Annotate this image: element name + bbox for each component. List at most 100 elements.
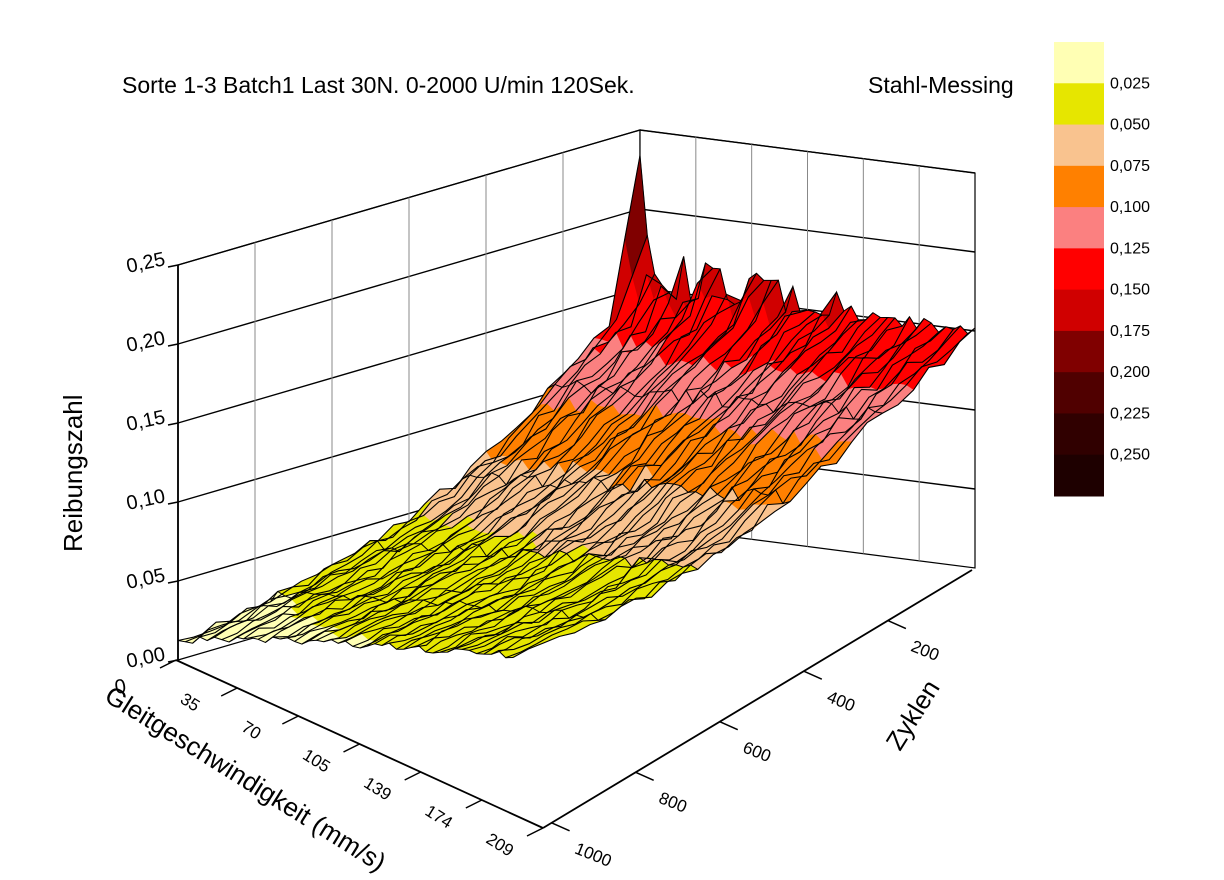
surface-mesh-line: [214, 285, 677, 638]
z-tick-label: 0,10: [124, 485, 167, 515]
surface-mesh-line: [512, 327, 976, 658]
colorbar-label: 0,225: [1110, 405, 1150, 422]
surface-mesh-line: [639, 155, 976, 335]
colorbar-band: [1054, 454, 1104, 497]
z-axis-label: Reibungszahl: [58, 394, 88, 552]
x-tick-label: 0: [113, 675, 128, 699]
surface-mesh-line: [323, 311, 787, 643]
surface-mesh-line: [345, 309, 808, 642]
colorbar-label: 0,125: [1110, 240, 1150, 257]
surface-mesh-line: [362, 540, 699, 570]
colorbar-label: 0,175: [1110, 323, 1150, 340]
colorbar-band: [1054, 289, 1104, 332]
x-tick-mark: [526, 827, 544, 837]
y-tick-mark: [635, 771, 654, 781]
z-tick-mark: [167, 580, 179, 584]
colorbar-band: [1054, 372, 1104, 414]
chart-title: Sorte 1-3 Batch1 Last 30N. 0-2000 U/min …: [122, 72, 635, 98]
surface-mesh-line: [381, 310, 845, 646]
colorbar-band: [1054, 413, 1104, 456]
z-tick-mark: [167, 422, 179, 426]
colorbar-band: [1054, 124, 1104, 167]
surface-mesh-line: [374, 291, 838, 645]
surface-mesh-line: [389, 305, 852, 644]
z-tick-label: 0,05: [124, 564, 167, 594]
x-tick-label: 105: [299, 745, 333, 776]
y-tick-mark: [887, 619, 907, 630]
x-tick-label: 70: [238, 717, 264, 743]
surface-mesh-line: [432, 317, 896, 654]
surface-mesh-line: [279, 293, 743, 640]
x-tick-label: 139: [361, 773, 395, 804]
x-axis-label: Gleitgeschwindigkeit (mm/s): [100, 680, 392, 878]
x-tick-label: 35: [177, 689, 203, 715]
surface-mesh-line: [366, 314, 830, 647]
z-tick-mark: [167, 501, 179, 505]
surface-mesh-line: [547, 380, 883, 420]
x-tick-mark: [159, 659, 177, 669]
y-axis-label: Zyklen: [880, 674, 946, 755]
surface-mesh-line: [301, 280, 765, 645]
colorbar-label: 0,150: [1110, 282, 1150, 299]
surface-mesh-line: [476, 331, 939, 655]
colorbar-band: [1054, 330, 1104, 373]
chart-subtitle: Stahl-Messing: [868, 72, 1014, 98]
x-tick-mark: [281, 715, 299, 725]
x-tick-mark: [465, 799, 483, 809]
colorbar-label: 0,050: [1110, 117, 1150, 134]
colorbar-label: 0,200: [1110, 364, 1150, 381]
y-tick-mark: [719, 721, 739, 731]
surface-mesh-line: [177, 636, 514, 659]
colorbar-label: 0,025: [1110, 75, 1150, 92]
surface-mesh-line: [199, 273, 663, 638]
y-tick-mark: [551, 822, 570, 832]
colorbar: 0,025 0,050 0,075 0,100 0,125 0,150 0,175 0,200…: [1054, 42, 1150, 497]
surface-mesh-line: [461, 318, 925, 650]
surface-mesh-line: [330, 286, 794, 640]
colorbar-label: 0,250: [1110, 447, 1150, 464]
z-tick-label: 0,20: [124, 327, 167, 357]
surface-mesh-line: [294, 273, 757, 642]
surface-mesh-line: [228, 301, 692, 643]
z-tick-label: 0,25: [124, 248, 167, 278]
colorbar-band: [1054, 165, 1104, 208]
surface-mesh-line: [491, 329, 954, 655]
surface-mesh-line: [359, 314, 823, 649]
y-tick-mark: [803, 670, 823, 680]
y-axis-line: [542, 569, 973, 829]
y-tick-label: 800: [656, 788, 689, 816]
z-tick-mark: [167, 343, 179, 347]
surface-mesh-line: [483, 326, 947, 655]
surface-mesh-line: [206, 292, 670, 642]
x-tick-mark: [404, 771, 422, 781]
surface-mesh-line: [287, 278, 750, 639]
surface-mesh-line: [265, 295, 728, 643]
colorbar-band: [1054, 83, 1104, 126]
z-tick-mark: [167, 264, 179, 268]
surface-mesh-line: [403, 319, 866, 650]
colorbar-band: [1054, 42, 1104, 84]
surface-mesh-line: [257, 268, 721, 640]
x-tick-mark: [343, 743, 360, 753]
surface-mesh-line: [236, 297, 699, 638]
colorbar-band: [1054, 207, 1104, 249]
colorbar-label: 0,075: [1110, 158, 1150, 175]
surface: [177, 155, 976, 659]
colorbar-label: 0,100: [1110, 199, 1150, 216]
surface-mesh-line: [396, 319, 859, 650]
y-tick-label: 400: [824, 687, 857, 715]
colorbar-band: [1054, 248, 1104, 291]
z-tick-label: 0,15: [124, 406, 167, 436]
surface-mesh-line: [337, 311, 801, 644]
surface-mesh-line: [410, 312, 874, 649]
x-tick-mark: [220, 687, 238, 697]
surface-mesh-line: [505, 333, 969, 659]
surface-mesh-line: [469, 322, 932, 651]
x-tick-label: 209: [483, 829, 517, 860]
y-tick-label: 600: [740, 738, 773, 766]
surface-mesh-line: [316, 279, 779, 641]
surface-mesh-line: [454, 472, 791, 505]
surface-mesh-line: [269, 590, 606, 621]
surface-mesh-line: [192, 273, 656, 644]
